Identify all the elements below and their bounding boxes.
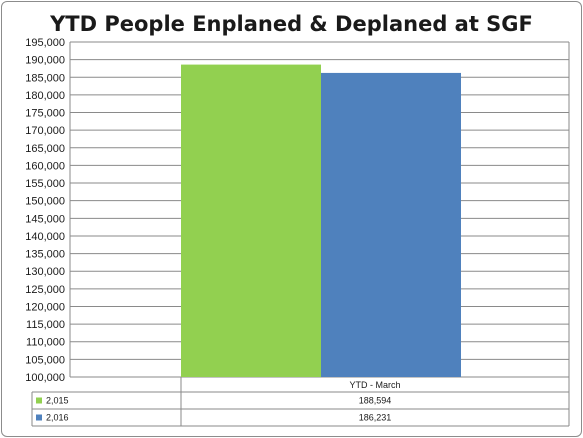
data-value-label: 186,231 <box>359 413 392 423</box>
y-tick-label: 125,000 <box>25 284 65 296</box>
y-tick-label: 175,000 <box>25 108 65 120</box>
data-value-label: 188,594 <box>359 396 392 406</box>
legend-key <box>36 397 42 404</box>
y-tick-label: 105,000 <box>25 354 65 366</box>
y-tick-label: 100,000 <box>25 372 65 384</box>
y-tick-label: 140,000 <box>25 231 65 243</box>
bar-series-2 <box>321 72 461 377</box>
y-tick-label: 185,000 <box>25 72 65 84</box>
chart-title: YTD People Enplaned & Deplaned at SGF <box>50 12 533 36</box>
y-tick-label: 115,000 <box>26 319 65 331</box>
legend-key <box>36 414 42 421</box>
y-tick-label: 135,000 <box>25 249 65 261</box>
y-tick-label: 160,000 <box>25 160 65 172</box>
y-tick-label: 190,000 <box>25 55 65 67</box>
legend-label: 2,016 <box>46 413 69 423</box>
legend-label: 2,015 <box>46 396 69 406</box>
y-tick-label: 180,000 <box>25 90 65 102</box>
y-tick-label: 195,000 <box>25 37 65 49</box>
bar-series-1 <box>181 64 321 377</box>
y-tick-label: 155,000 <box>25 178 65 190</box>
category-label: YTD - March <box>349 380 400 390</box>
y-tick-label: 145,000 <box>25 213 65 225</box>
y-tick-label: 120,000 <box>25 301 65 313</box>
y-tick-label: 150,000 <box>25 196 65 208</box>
y-tick-label: 170,000 <box>25 125 65 137</box>
y-tick-label: 130,000 <box>25 266 65 278</box>
y-tick-label: 110,000 <box>26 337 65 349</box>
y-tick-label: 165,000 <box>25 143 65 155</box>
